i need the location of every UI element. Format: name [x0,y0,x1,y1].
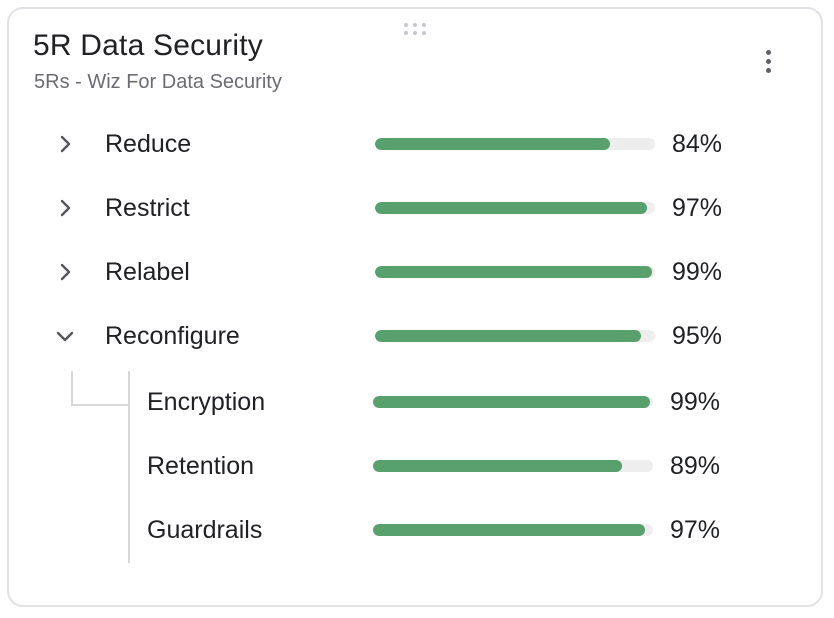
item-label: Reduce [105,130,192,158]
progress-bar [373,524,653,536]
list-item-relabel[interactable]: Relabel 99% [9,252,821,292]
progress-bar [375,202,655,214]
chevron-down-icon[interactable] [53,324,77,348]
progress-fill [375,330,641,342]
list-item-encryption[interactable]: Encryption 99% [9,382,821,422]
progress-fill [373,396,651,408]
widget-title: 5R Data Security [33,29,263,62]
progress-fill [375,202,647,214]
item-percent: 95% [672,322,723,350]
item-percent: 84% [672,130,723,158]
widget-subtitle: 5Rs - Wiz For Data Security [34,71,282,93]
progress-bar [373,396,653,408]
chevron-right-icon[interactable] [53,260,77,284]
list-item-restrict[interactable]: Restrict 97% [9,188,821,228]
item-label: Retention [147,452,255,480]
item-percent: 97% [672,194,723,222]
tree-connector-children [128,371,130,563]
chevron-right-icon[interactable] [53,132,77,156]
item-percent: 97% [670,516,721,544]
item-percent: 89% [670,452,721,480]
progress-fill [373,524,645,536]
data-security-widget: 5R Data Security 5Rs - Wiz For Data Secu… [7,7,823,607]
item-label: Restrict [105,194,190,222]
list-item-reconfigure[interactable]: Reconfigure 95% [9,316,821,356]
item-label: Encryption [147,388,266,416]
item-label: Reconfigure [105,322,240,350]
item-label: Guardrails [147,516,263,544]
progress-bar [375,266,655,278]
list-item-guardrails[interactable]: Guardrails 97% [9,510,821,550]
tree-connector-vertical [71,371,73,406]
drag-handle-icon[interactable] [404,23,432,37]
item-percent: 99% [672,258,723,286]
progress-fill [373,460,623,472]
list-item-reduce[interactable]: Reduce 84% [9,124,821,164]
progress-fill [375,138,611,150]
progress-bar [375,330,655,342]
item-percent: 99% [670,388,721,416]
progress-bar [375,138,655,150]
item-label: Relabel [105,258,190,286]
tree-connector-horizontal [71,404,128,406]
chevron-right-icon[interactable] [53,196,77,220]
progress-fill [375,266,653,278]
list-item-retention[interactable]: Retention 89% [9,446,821,486]
more-vertical-icon[interactable] [756,45,780,77]
progress-bar [373,460,653,472]
